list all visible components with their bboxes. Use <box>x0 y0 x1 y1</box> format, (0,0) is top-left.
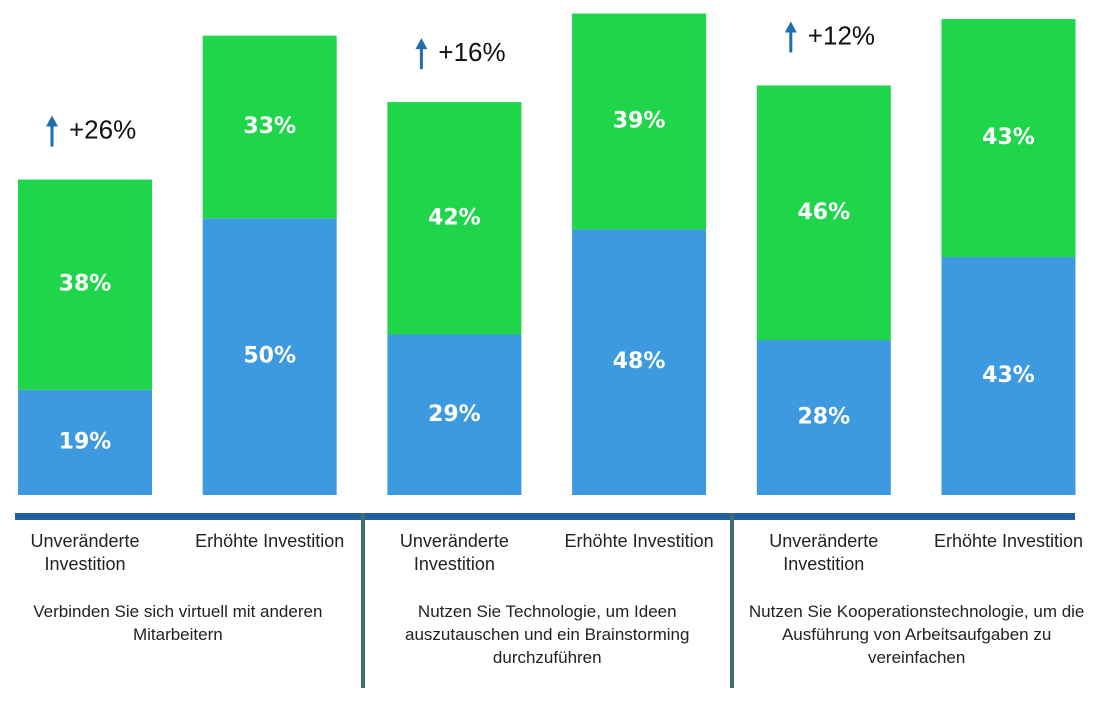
separator <box>361 513 365 688</box>
group-label: Nutzen Sie Kooperationstechnologie, um d… <box>748 602 1085 667</box>
bar-segment <box>202 218 337 495</box>
value-label: 46% <box>797 200 850 225</box>
bar-segment <box>572 13 707 230</box>
arrow-head <box>415 38 428 50</box>
value-label: 39% <box>613 108 666 133</box>
bar-segment <box>387 334 522 495</box>
bar-segment <box>941 19 1076 258</box>
bar-segment <box>18 179 152 390</box>
group-label: Nutzen Sie Technologie, um Ideen auszuta… <box>405 602 690 667</box>
x-tick-label: Erhöhte Investition <box>564 531 714 551</box>
bar-segment <box>387 102 522 335</box>
annotation: +12% <box>808 20 875 50</box>
bar-segment <box>202 35 337 219</box>
bar-segment <box>941 257 1076 495</box>
x-tick-label: Unveränderte Investition <box>769 531 879 574</box>
bar-segment <box>18 389 152 495</box>
value-label: 43% <box>982 125 1035 150</box>
group-label: Verbinden Sie sich virtuell mit anderen … <box>33 602 323 644</box>
x-tick-label: Unveränderte Investition <box>30 531 140 574</box>
value-label: 43% <box>982 363 1035 388</box>
x-tick-label: Erhöhte Investition <box>195 531 345 551</box>
annotation: +26% <box>69 114 136 144</box>
arrow-head <box>46 115 58 127</box>
value-label: 28% <box>797 405 850 430</box>
bar-segment <box>756 85 891 341</box>
value-label: 29% <box>428 402 481 427</box>
separator <box>730 513 734 688</box>
value-label: 42% <box>428 205 481 230</box>
x-tick-label: Unveränderte Investition <box>399 531 509 574</box>
arrow-head <box>784 21 797 33</box>
value-label: 33% <box>243 114 296 139</box>
value-label: 38% <box>59 272 112 297</box>
annotation: +16% <box>438 37 505 67</box>
bar-segment <box>572 229 707 495</box>
bar-segment <box>756 340 891 495</box>
axis-line <box>15 513 1075 520</box>
value-label: 19% <box>59 429 112 454</box>
value-label: 48% <box>613 349 666 374</box>
value-label: 50% <box>243 344 296 369</box>
x-tick-label: Erhöhte Investition <box>933 531 1084 551</box>
